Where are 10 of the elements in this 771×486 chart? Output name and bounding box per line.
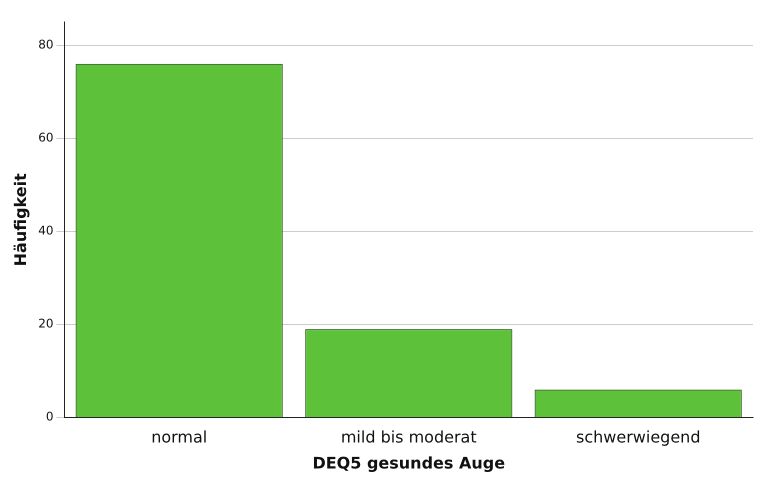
y-tick-label: 20 [38, 316, 54, 331]
y-tick-label: 0 [46, 410, 54, 424]
y-tick-label: 60 [38, 130, 54, 144]
y-tick-label: 80 [38, 37, 54, 52]
y-tick-label: 40 [38, 224, 54, 238]
x-tick-label: schwerwiegend [576, 427, 700, 446]
x-tick-label: mild bis moderat [340, 427, 477, 446]
y-axis-title: Häufigkeit [10, 172, 30, 266]
x-tick-label: normal [151, 427, 208, 446]
x-axis-title: DEQ5 gesundes Auge [312, 454, 506, 473]
